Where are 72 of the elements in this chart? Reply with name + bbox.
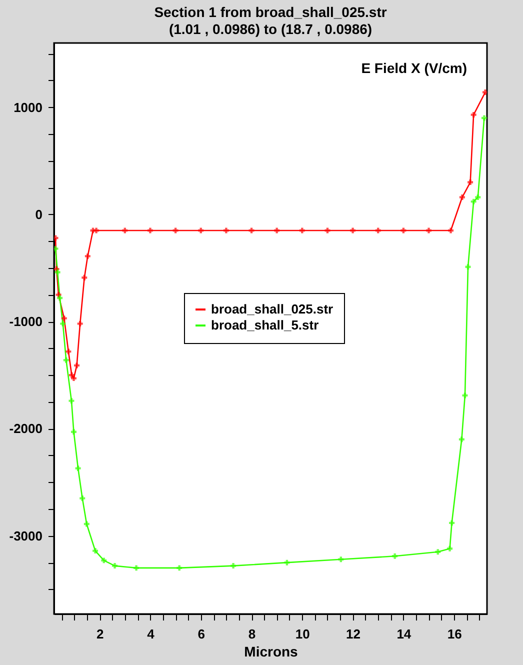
point [66,348,72,354]
point [54,246,58,252]
point [172,228,178,234]
x-tick-label: 2 [96,626,104,642]
legend-label: broad_shall_5.str [211,318,319,332]
y-tick-label: 0 [35,206,42,222]
point [458,436,464,442]
point [84,253,90,259]
x-tick-label: 12 [346,626,361,642]
point [75,466,81,472]
x-tick-label: 4 [147,626,156,642]
point [61,316,67,322]
point [392,553,398,559]
x-tick-label: 6 [198,626,205,642]
y-tick-label: -2000 [9,421,42,436]
point [375,228,381,234]
x-tick-label: 8 [248,626,256,642]
point [470,198,476,204]
point [447,546,453,552]
point [482,90,487,96]
point [68,398,74,404]
point [481,115,487,121]
point [470,112,476,118]
point [448,228,454,234]
point [449,520,455,526]
point [112,563,118,569]
y-tick-label: 1000 [14,100,42,115]
point [84,521,90,527]
chart-title: Section 1 from broad_shall_025.str [154,4,388,20]
y-tick-label: -3000 [9,528,42,544]
x-tick-label: 16 [447,626,462,642]
point [80,496,86,502]
x-tick-label: 10 [295,626,310,642]
point [74,362,80,368]
x-axis-title: Microns [244,644,298,660]
point [54,235,58,241]
y-axis-title: E Field X (V/cm) [361,60,467,76]
legend-label: broad_shall_025.str [211,302,334,316]
point [274,228,280,234]
point [77,320,83,326]
point [57,295,63,301]
point [198,228,204,234]
point [92,548,98,554]
point [60,320,66,326]
point [94,228,100,234]
point [54,270,60,275]
point [324,228,330,234]
point [147,228,153,234]
point [101,558,107,564]
point [71,429,76,435]
point [338,556,344,562]
point [426,228,432,234]
point [63,357,69,363]
point [468,180,474,186]
point [299,228,305,234]
point [400,228,406,234]
point [459,194,465,200]
point [223,228,229,234]
point [176,565,182,571]
x-tick-label: 14 [396,626,412,642]
point [71,376,76,382]
point [122,228,128,234]
point [230,563,236,569]
point [462,392,468,398]
point [134,565,140,571]
point [82,274,88,280]
point [435,549,441,555]
chart-subtitle: (1.01 , 0.0986) to (18.7 , 0.0986) [168,21,372,37]
point [475,194,481,200]
point [350,228,356,234]
y-tick-label: -1000 [9,314,42,330]
point [284,560,290,566]
